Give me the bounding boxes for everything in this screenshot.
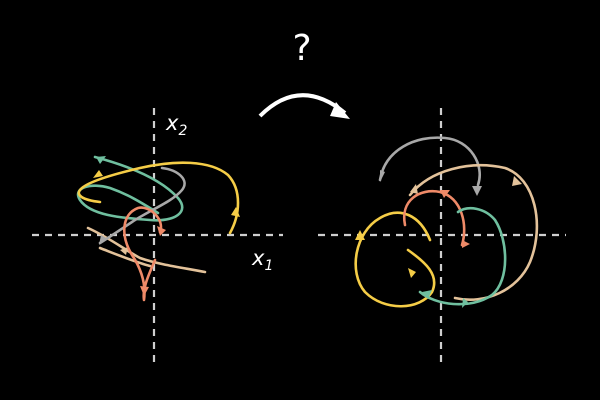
right-trajectory-teal — [418, 206, 507, 306]
left-trajectory-salmon-arrow-2 — [140, 286, 149, 296]
right-trajectory-salmon-arrow-2 — [462, 240, 470, 248]
right-trajectory-salmon — [402, 189, 466, 247]
right-trajectory-tan-arrow-1 — [512, 176, 522, 186]
transform-arrowhead — [330, 102, 350, 119]
question-mark: ? — [292, 28, 311, 69]
left-y-axis-label: x2 — [165, 111, 187, 139]
left-trajectory-tan-arrow — [120, 247, 128, 255]
left-trajectory-tan — [86, 226, 207, 274]
right-trajectory-teal-arrow-1 — [422, 290, 432, 299]
left-trajectory-yellow — [77, 161, 240, 235]
right-trajectory-teal-arrow-2 — [462, 298, 468, 308]
right-trajectory-yellow-arrow-2 — [408, 268, 416, 278]
left-trajectory-teal — [76, 155, 184, 222]
right-trajectory-salmon-arrow-1 — [440, 190, 450, 198]
right-trajectory-yellow-arrow-1 — [355, 230, 365, 240]
right-trajectory-gray-arrow-1 — [380, 170, 385, 182]
left-panel: x1 x2 — [32, 108, 283, 362]
right-trajectory-yellow — [354, 211, 436, 308]
left-trajectory-teal-arrow — [96, 156, 106, 164]
left-trajectory-yellow-arrow-1 — [231, 207, 240, 217]
left-trajectory-gray-arrow — [99, 235, 106, 245]
left-trajectory-salmon-arrow-1 — [157, 226, 166, 236]
left-trajectory-yellow-arrow-2 — [93, 170, 103, 178]
right-panel — [318, 108, 566, 362]
right-trajectory-gray-arrow-2 — [472, 186, 482, 196]
left-x-axis-label: x1 — [251, 246, 273, 274]
right-trajectory-tan-arrow-2 — [410, 184, 418, 194]
right-trajectory-tan — [408, 164, 539, 301]
left-trajectory-gray — [98, 166, 186, 245]
